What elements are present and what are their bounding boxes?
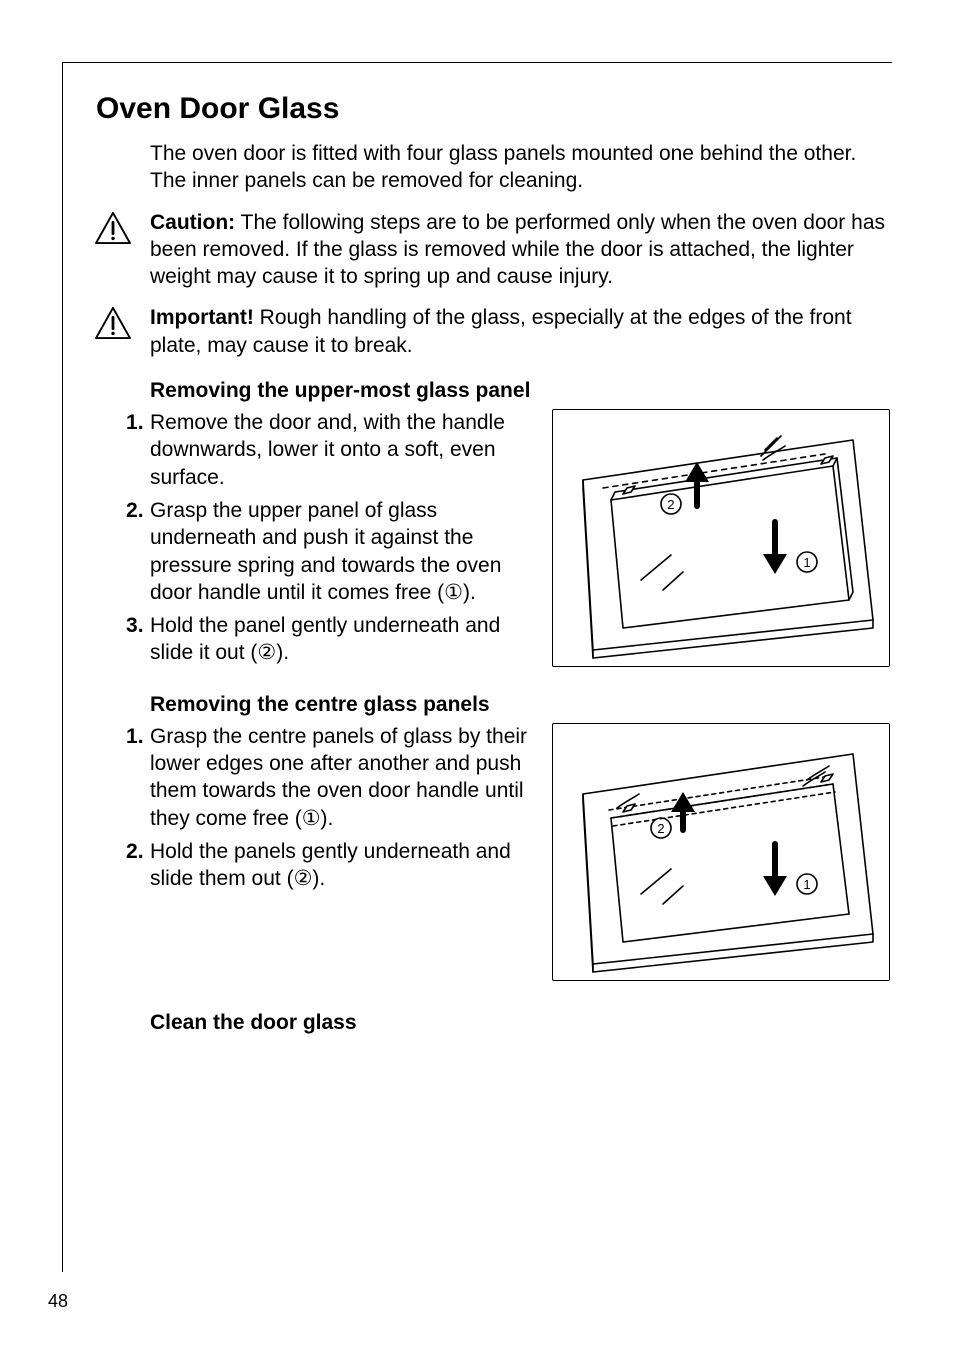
- caution-label: Caution:: [150, 211, 235, 234]
- important-label: Important!: [150, 306, 254, 329]
- caution-text: The following steps are to be performed …: [150, 211, 885, 289]
- important-block: Important! Rough handling of the glass, …: [150, 304, 892, 359]
- section3-heading: Clean the door glass: [150, 1011, 892, 1035]
- figure-centre-glass-removal: 1 2: [552, 723, 890, 981]
- warning-triangle-icon: [94, 306, 132, 340]
- page-number: 48: [48, 1291, 68, 1312]
- list-item: Hold the panel gently underneath and sli…: [126, 612, 532, 667]
- caution-block: Caution: The following steps are to be p…: [150, 209, 892, 291]
- list-item: Remove the door and, with the handle dow…: [126, 409, 532, 491]
- list-item: Grasp the upper panel of glass underneat…: [126, 497, 532, 606]
- page-title: Oven Door Glass: [96, 92, 892, 126]
- important-text: Rough handling of the glass, especially …: [150, 306, 852, 356]
- list-item: Grasp the centre panels of glass by thei…: [126, 723, 532, 832]
- content-area: Oven Door Glass The oven door is fitted …: [62, 62, 892, 1035]
- section2-steps: Grasp the centre panels of glass by thei…: [126, 723, 532, 893]
- warning-triangle-icon: [94, 211, 132, 245]
- svg-text:2: 2: [657, 821, 664, 836]
- section2-text-column: Grasp the centre panels of glass by thei…: [126, 723, 532, 981]
- section1-heading: Removing the upper-most glass panel: [150, 379, 892, 403]
- svg-text:2: 2: [667, 497, 674, 512]
- section2-columns: Grasp the centre panels of glass by thei…: [126, 723, 892, 981]
- intro-paragraph: The oven door is fitted with four glass …: [150, 140, 892, 195]
- section1-columns: Remove the door and, with the handle dow…: [126, 409, 892, 673]
- section1-figure-column: 1 2: [552, 409, 892, 673]
- svg-text:1: 1: [803, 877, 810, 892]
- figure-upper-glass-removal: 1 2: [552, 409, 890, 667]
- page: Oven Door Glass The oven door is fitted …: [0, 0, 954, 1352]
- list-item: Hold the panels gently underneath and sl…: [126, 838, 532, 893]
- section2-figure-column: 1 2: [552, 723, 892, 981]
- section1-text-column: Remove the door and, with the handle dow…: [126, 409, 532, 673]
- svg-text:1: 1: [803, 555, 810, 570]
- section1-steps: Remove the door and, with the handle dow…: [126, 409, 532, 667]
- section2-heading: Removing the centre glass panels: [150, 693, 892, 717]
